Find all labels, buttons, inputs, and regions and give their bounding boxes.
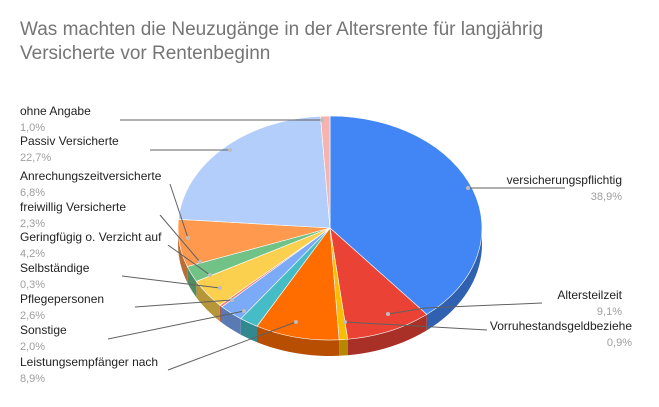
- leader-dot-10: [228, 148, 232, 152]
- leader-dot-9: [186, 236, 190, 240]
- slice-value-1: 9,1%: [597, 306, 622, 318]
- slice-value-8: 2,3%: [20, 218, 45, 230]
- leader-line-1: [387, 302, 543, 315]
- slice-value-6: 0,3%: [20, 279, 45, 291]
- pie-side-3: [256, 326, 340, 356]
- slice-label-1: Altersteilzeit: [557, 288, 622, 302]
- chart-title: Was machten die Neuzugänge in der Alters…: [20, 19, 544, 64]
- leader-dot-8: [198, 260, 202, 264]
- pie-slice-10: [178, 115, 331, 229]
- leader-line-4: [107, 310, 245, 340]
- leader-dot-3: [294, 320, 298, 324]
- leader-dot-5: [230, 298, 234, 302]
- slice-label-10: Passiv Versicherte: [20, 134, 119, 148]
- slice-value-3: 8,9%: [20, 373, 45, 385]
- slice-value-9: 6,8%: [20, 187, 45, 199]
- slice-value-5: 2,6%: [20, 310, 45, 322]
- leader-dot-4: [242, 309, 246, 313]
- pie-side-5: [221, 306, 241, 335]
- slice-label-8: freiwillig Versicherte: [20, 200, 126, 214]
- leader-dot-6: [218, 286, 222, 290]
- slice-label-11: ohne Angabe: [20, 104, 91, 118]
- pie-side-2: [339, 339, 348, 356]
- pie-side-6: [219, 305, 222, 323]
- slice-label-9: Anrechungszeitversicherte: [20, 169, 162, 183]
- slice-label-7: Geringfügig o. Verzicht auf: [20, 230, 162, 244]
- leader-dot-11: [320, 118, 324, 122]
- slice-label-5: Pflegepersonen: [20, 292, 104, 306]
- leader-line-8: [159, 214, 201, 263]
- pie-side-0: [426, 228, 482, 331]
- slice-label-2: Vorruhestandsgeldbeziehe: [490, 319, 632, 333]
- pie-slice-11: [320, 115, 331, 229]
- slice-label-6: Selbständige: [20, 261, 90, 275]
- pie-slice-0: [329, 115, 483, 315]
- slice-value-2: 0,9%: [607, 337, 632, 349]
- slice-value-7: 4,2%: [20, 248, 45, 260]
- leader-line-5: [134, 299, 233, 308]
- leader-dot-7: [208, 273, 212, 277]
- leader-line-3: [167, 321, 297, 371]
- pie-side-8: [187, 266, 197, 298]
- leader-dot-0: [466, 186, 470, 190]
- slice-label-0: versicherungspflichtig: [507, 173, 622, 187]
- pie-side-9: [178, 228, 188, 283]
- slice-value-10: 22,7%: [20, 152, 51, 164]
- leader-line-2: [344, 321, 488, 331]
- leader-dot-1: [386, 312, 390, 316]
- pie-labels: versicherungspflichtig 38,9% Altersteilzei…: [20, 104, 632, 385]
- slice-value-11: 1,0%: [20, 122, 45, 134]
- leader-line-9: [169, 183, 189, 239]
- slice-value-4: 2,0%: [20, 341, 45, 353]
- leader-line-6: [121, 275, 221, 289]
- slice-label-3: Leistungsempfänger nach: [20, 355, 158, 369]
- slice-value-0: 38,9%: [591, 191, 622, 203]
- leader-line-7: [167, 244, 211, 276]
- pie-tops: [177, 115, 483, 341]
- leader-dot-2: [343, 320, 347, 324]
- slice-label-4: Sonstige: [20, 323, 67, 337]
- pie-slice-3: [256, 227, 340, 341]
